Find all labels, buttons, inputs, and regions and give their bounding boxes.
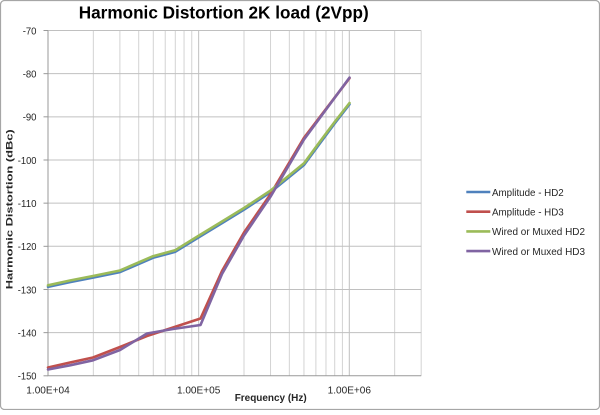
svg-text:-120: -120: [18, 241, 37, 253]
svg-text:Harmonic Distortion 2K load (2: Harmonic Distortion 2K load (2Vpp): [79, 3, 369, 23]
svg-text:1.00E+04: 1.00E+04: [26, 384, 70, 396]
svg-text:Amplitude - HD2: Amplitude - HD2: [492, 187, 564, 199]
svg-text:Wired or Muxed HD2: Wired or Muxed HD2: [492, 226, 585, 238]
svg-text:-70: -70: [23, 25, 37, 37]
svg-text:1.00E+06: 1.00E+06: [328, 384, 372, 396]
svg-text:Wired or Muxed HD3: Wired or Muxed HD3: [492, 246, 585, 258]
svg-text:-130: -130: [18, 284, 37, 296]
svg-text:-140: -140: [18, 327, 37, 339]
svg-text:-100: -100: [18, 155, 37, 167]
svg-text:1.00E+05: 1.00E+05: [177, 384, 221, 396]
svg-text:-90: -90: [23, 112, 37, 124]
svg-text:-150: -150: [18, 371, 37, 383]
svg-text:Harmonic Distortion (dBc): Harmonic Distortion (dBc): [5, 129, 15, 289]
svg-text:Frequency (Hz): Frequency (Hz): [235, 393, 307, 404]
svg-text:Amplitude - HD3: Amplitude - HD3: [492, 207, 564, 219]
svg-text:-80: -80: [23, 68, 37, 80]
svg-text:-110: -110: [18, 198, 37, 210]
